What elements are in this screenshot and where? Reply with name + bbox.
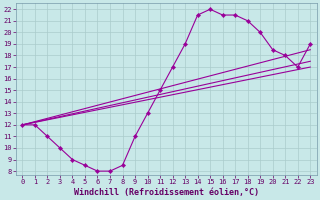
X-axis label: Windchill (Refroidissement éolien,°C): Windchill (Refroidissement éolien,°C)	[74, 188, 259, 197]
